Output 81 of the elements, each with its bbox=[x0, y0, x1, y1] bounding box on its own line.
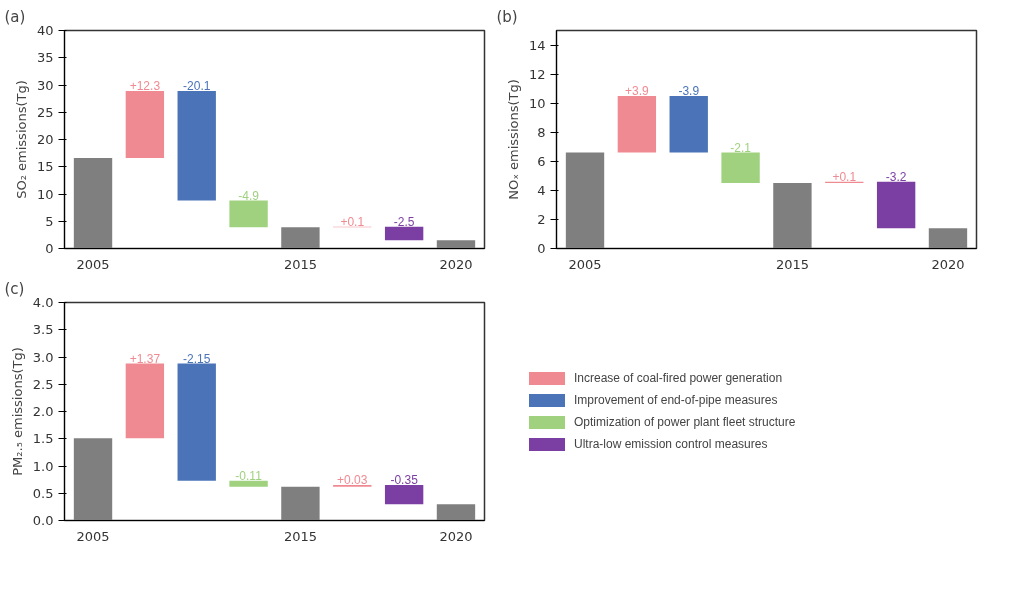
data-label: -0.35 bbox=[390, 473, 419, 488]
y-tick-label: 40 bbox=[36, 23, 54, 38]
bar bbox=[384, 226, 424, 241]
bar bbox=[617, 95, 657, 153]
data-label: -20.1 bbox=[183, 79, 211, 93]
x-tick-label: 2015 bbox=[775, 256, 809, 272]
data-label: -4.9 bbox=[238, 188, 260, 203]
y-tick-label: 2.5 bbox=[32, 376, 54, 392]
bar bbox=[773, 183, 812, 249]
bar bbox=[876, 181, 916, 229]
bar bbox=[125, 91, 165, 159]
bar bbox=[73, 438, 113, 521]
x-tick-label: 2020 bbox=[439, 528, 473, 544]
bar bbox=[125, 363, 165, 439]
bar bbox=[177, 91, 216, 201]
legend-label: Improvement of end-of-pipe measures bbox=[574, 393, 779, 407]
chart-title: (b) bbox=[496, 7, 518, 26]
bar bbox=[281, 227, 320, 249]
y-tick-label: 0.0 bbox=[32, 513, 54, 528]
x-tick-label: 2015 bbox=[283, 256, 317, 272]
data-label: +1.37 bbox=[129, 351, 161, 366]
y-tick-label: 1.0 bbox=[32, 458, 54, 474]
x-tick-label: 2005 bbox=[76, 256, 110, 272]
data-label: -0.11 bbox=[235, 468, 263, 483]
y-tick-label: 0.5 bbox=[32, 485, 54, 501]
x-tick-label: 2020 bbox=[931, 256, 965, 272]
bar bbox=[436, 240, 476, 249]
data-label: +0.1 bbox=[340, 214, 365, 229]
data-label: -2.1 bbox=[730, 140, 752, 155]
y-tick-label: 14 bbox=[528, 37, 546, 53]
y-tick-label: 0 bbox=[45, 241, 54, 256]
data-label: +0.1 bbox=[832, 169, 857, 184]
y-tick-label: 20 bbox=[36, 132, 54, 147]
legend-label: Optimization of power plant fleet structure bbox=[574, 415, 797, 429]
y-tick-label: 2.0 bbox=[32, 404, 54, 419]
bar bbox=[436, 504, 476, 521]
y-tick-label: 6 bbox=[537, 153, 546, 169]
y-tick-label: 15 bbox=[36, 159, 54, 175]
legend-label: Increase of coal-fired power generation bbox=[574, 371, 784, 385]
data-label: -3.9 bbox=[678, 83, 700, 98]
bar bbox=[229, 480, 268, 487]
y-tick-label: 4 bbox=[537, 182, 546, 198]
legend-label: Ultra-low emission control measures bbox=[574, 437, 769, 451]
x-tick-label: 2005 bbox=[568, 256, 602, 272]
y-tick-label: 1.5 bbox=[32, 431, 54, 447]
x-tick-label: 2015 bbox=[283, 528, 317, 544]
bar bbox=[928, 228, 968, 249]
y-axis-title: SO₂ emissions(Tg) bbox=[13, 80, 29, 199]
bar bbox=[565, 152, 605, 249]
y-tick-label: 3.5 bbox=[32, 322, 54, 338]
data-label: +3.9 bbox=[625, 83, 650, 98]
y-tick-label: 10 bbox=[36, 186, 54, 202]
bar bbox=[281, 486, 320, 521]
y-tick-label: 3.0 bbox=[32, 349, 54, 365]
y-tick-label: 5 bbox=[45, 213, 54, 229]
y-tick-label: 4.0 bbox=[32, 295, 54, 310]
chart-title: (c) bbox=[4, 279, 25, 298]
data-label: -3.2 bbox=[885, 169, 907, 184]
data-label: -2.15 bbox=[183, 351, 211, 366]
chart-title: (a) bbox=[4, 7, 26, 26]
y-tick-label: 0 bbox=[537, 241, 546, 256]
y-tick-label: 25 bbox=[36, 104, 54, 120]
y-tick-label: 8 bbox=[537, 124, 546, 140]
y-axis-title: PM₂.₅ emissions(Tg) bbox=[9, 347, 25, 476]
data-label: -2.5 bbox=[393, 214, 415, 229]
bar bbox=[384, 485, 424, 505]
bar bbox=[669, 95, 708, 153]
x-tick-label: 2005 bbox=[76, 528, 110, 544]
y-axis-title: NOₓ emissions(Tg) bbox=[505, 79, 521, 200]
bar bbox=[177, 363, 216, 481]
y-tick-label: 2 bbox=[537, 211, 546, 227]
y-tick-label: 12 bbox=[528, 66, 546, 82]
data-label: +12.3 bbox=[129, 79, 161, 93]
bar bbox=[73, 158, 113, 249]
y-tick-label: 10 bbox=[528, 95, 546, 111]
y-tick-label: 30 bbox=[36, 77, 54, 93]
bar bbox=[229, 200, 268, 228]
y-tick-label: 35 bbox=[36, 50, 54, 66]
x-tick-label: 2020 bbox=[439, 256, 473, 272]
data-label: +0.03 bbox=[337, 473, 368, 488]
bar bbox=[721, 152, 760, 184]
